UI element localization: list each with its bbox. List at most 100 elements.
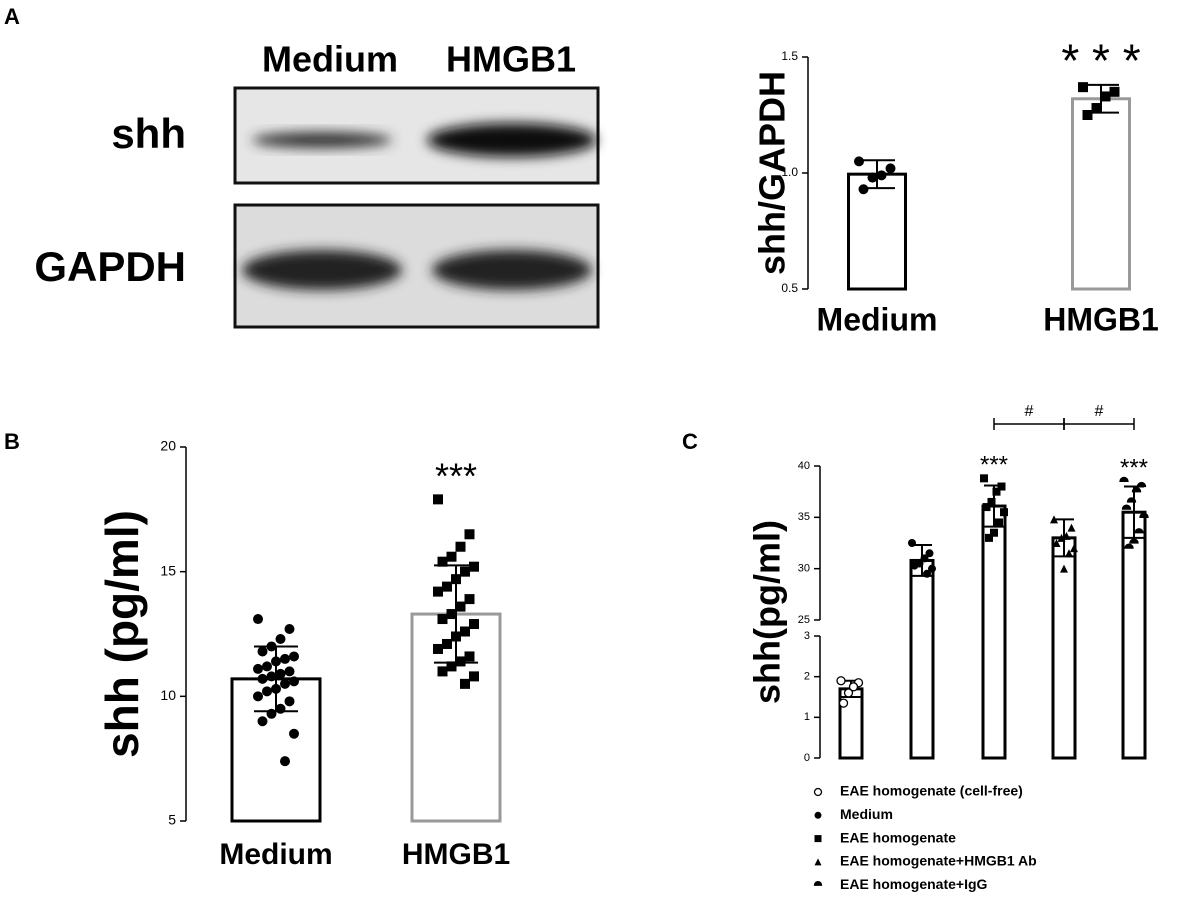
- data-point: [995, 518, 1003, 527]
- data-point: [469, 561, 479, 572]
- data-point: [280, 756, 290, 767]
- data-point: [1126, 497, 1137, 503]
- data-point: [982, 503, 991, 512]
- y-tick-label: 1: [804, 711, 810, 723]
- data-point: [1091, 103, 1102, 114]
- data-point: [1124, 543, 1134, 549]
- y-axis-label: shh/GAPDH: [752, 71, 793, 275]
- comparison-bracket: [1063, 418, 1135, 430]
- y-tick-label: 30: [798, 563, 810, 575]
- bar: [1121, 510, 1147, 760]
- data-point: [838, 698, 849, 708]
- y-tick-label: 35: [798, 511, 810, 523]
- data-point: [1070, 544, 1078, 553]
- data-point: [266, 671, 277, 682]
- data-point: [433, 494, 443, 505]
- data-point: [848, 682, 859, 692]
- y-tick-label: 1.5: [781, 49, 798, 63]
- data-point: [257, 646, 268, 657]
- legend-marker: [814, 811, 822, 819]
- data-point: [858, 184, 869, 195]
- data-point: [433, 643, 443, 654]
- data-point: [289, 676, 299, 687]
- y-tick-label: 1.0: [781, 165, 798, 179]
- legend-marker: [814, 835, 822, 843]
- data-point: [469, 619, 479, 630]
- data-point: [433, 586, 443, 597]
- band: [432, 250, 592, 290]
- data-point: [460, 566, 470, 577]
- data-point: [455, 601, 466, 612]
- data-point: [289, 651, 299, 662]
- data-point: [867, 172, 878, 183]
- data-point: [1052, 539, 1061, 547]
- data-point: [284, 696, 295, 707]
- data-point: [266, 708, 277, 719]
- data-point: [280, 678, 290, 689]
- data-point: [980, 474, 988, 483]
- band: [252, 132, 392, 148]
- band: [427, 123, 597, 157]
- data-point: [257, 673, 268, 684]
- data-point: [923, 569, 931, 578]
- data-point: [1082, 110, 1093, 120]
- lane-label: HMGB1: [446, 39, 576, 80]
- legend-label: EAE homogenate (cell-free): [840, 783, 1023, 799]
- data-point: [284, 624, 295, 635]
- data-point: [1131, 487, 1142, 493]
- y-tick-label: 10: [160, 687, 176, 703]
- data-point: [451, 574, 461, 585]
- y-axis-label: shh (pg/ml): [96, 510, 148, 758]
- legend-marker: [813, 881, 823, 886]
- legend-marker: [813, 787, 823, 797]
- panel-label: B: [4, 429, 20, 454]
- data-point: [446, 551, 457, 562]
- data-point: [920, 554, 929, 563]
- data-point: [253, 614, 263, 625]
- y-tick-label: 3: [804, 630, 810, 642]
- significance: ***: [435, 455, 477, 496]
- comparison-label: #: [1025, 403, 1034, 420]
- y-axis-label: shh(pg/ml): [747, 520, 788, 704]
- comparison-label: #: [1095, 403, 1104, 420]
- data-point: [442, 581, 452, 592]
- bar: [410, 612, 502, 823]
- data-point: [1067, 523, 1076, 532]
- data-point: [992, 487, 1001, 496]
- x-tick-label: Medium: [817, 301, 938, 337]
- data-point: [262, 661, 272, 672]
- data-point: [437, 666, 448, 677]
- data-point: [854, 156, 864, 167]
- legend-label: EAE homogenate+HMGB1 Ab: [840, 853, 1037, 869]
- data-point: [1119, 476, 1129, 483]
- data-point: [1078, 82, 1088, 93]
- y-tick-label: 15: [160, 562, 176, 578]
- data-point: [1134, 528, 1144, 534]
- data-point: [1050, 515, 1058, 524]
- data-point: [266, 641, 277, 652]
- data-point: [925, 549, 934, 558]
- panel-label: C: [682, 429, 698, 454]
- data-point: [997, 482, 1006, 491]
- significance: ***: [1120, 455, 1148, 482]
- data-point: [275, 703, 286, 714]
- western-blot: Medium HMGB1 shh GAPDH: [34, 39, 600, 329]
- data-point: [469, 671, 479, 682]
- x-tick-label: HMGB1: [1043, 301, 1159, 337]
- row-label: shh: [111, 110, 186, 157]
- data-point: [464, 651, 475, 662]
- data-point: [275, 633, 286, 644]
- data-point: [987, 497, 996, 506]
- y-tick-label: 5: [168, 812, 176, 828]
- data-point: [464, 594, 475, 605]
- bar: [1071, 97, 1131, 291]
- data-point: [257, 716, 268, 727]
- row-label: GAPDH: [34, 243, 186, 290]
- data-point: [1057, 533, 1066, 542]
- data-point: [280, 653, 290, 664]
- data-point: [1000, 508, 1008, 517]
- data-point: [464, 529, 475, 540]
- data-point: [437, 614, 448, 625]
- data-point: [843, 688, 854, 698]
